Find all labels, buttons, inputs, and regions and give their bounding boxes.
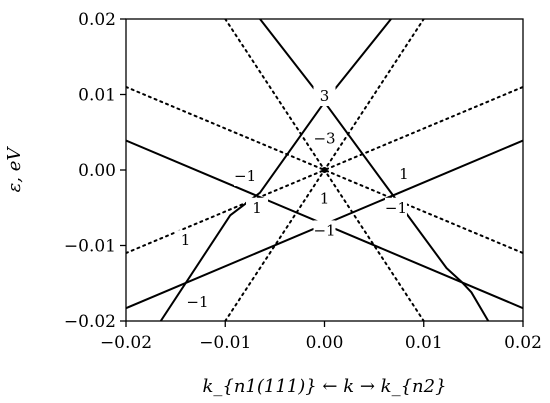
x-axis-title: k_{n1(111)} ← k → k_{n2} [202, 376, 446, 397]
series-line-6-dotted [126, 85, 523, 255]
x-tick-label: 0.01 [405, 333, 443, 353]
annotation-background [186, 292, 209, 313]
band-index-label: −1 [385, 199, 407, 217]
annotation-background [392, 163, 415, 184]
plot-area [126, 19, 523, 321]
series-line-5-dotted [126, 85, 523, 255]
annotation-background [313, 188, 336, 209]
x-tick-label: 0.00 [306, 333, 344, 353]
y-tick-label: 0.01 [78, 86, 116, 106]
y-tick-label: 0.00 [78, 161, 116, 181]
band-index-label: −1 [234, 167, 256, 185]
series-line-3-solid [159, 19, 392, 321]
y-tick-label: 0.02 [78, 10, 116, 30]
band-index-label: −1 [186, 293, 208, 311]
band-index-label: 1 [252, 199, 262, 217]
origin-marker [321, 167, 328, 173]
annotation-background [234, 166, 257, 187]
x-tick-label: 0.02 [504, 333, 542, 353]
band-index-label: 1 [399, 165, 409, 183]
x-tick-label: −0.01 [199, 333, 251, 353]
x-tick-label: −0.02 [100, 333, 152, 353]
annotation-background [246, 197, 269, 218]
annotation-background [313, 128, 336, 149]
y-axis-title: ε, eV [4, 146, 25, 193]
band-index-label: −3 [313, 129, 335, 147]
band-index-label: −1 [313, 221, 335, 239]
y-tick-label: −0.02 [64, 312, 116, 332]
annotation-background [174, 230, 197, 251]
annotation-background [313, 86, 336, 107]
band-index-label: 1 [320, 190, 330, 208]
annotation-background [384, 197, 407, 218]
band-index-label: 3 [320, 87, 330, 105]
y-tick-label: −0.01 [64, 237, 116, 257]
annotation-background [313, 220, 336, 241]
band-index-label: 1 [181, 231, 191, 249]
